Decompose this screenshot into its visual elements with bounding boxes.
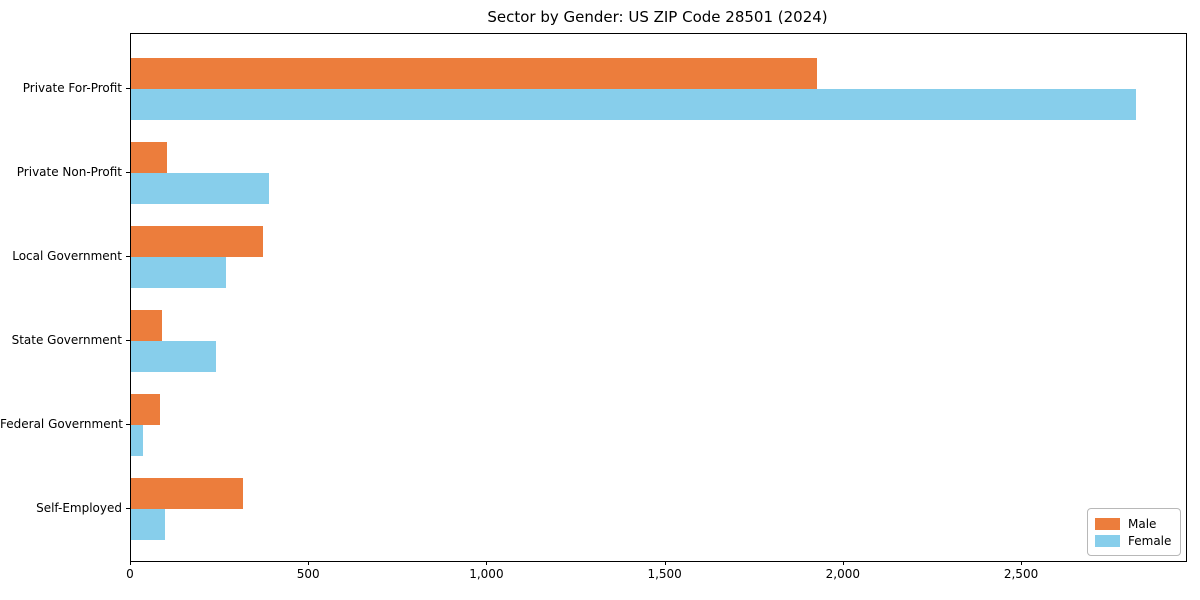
- y-tick-mark: [126, 339, 130, 341]
- category-label-private-non-profit: Private Non-Profit: [16, 164, 122, 179]
- legend-entry-female: Female: [1095, 532, 1172, 549]
- y-tick-mark: [126, 171, 130, 173]
- category-label-private-for-profit: Private For-Profit: [22, 81, 122, 95]
- bar-female-local-government: [131, 256, 226, 288]
- bar-male-local-government: [131, 225, 263, 257]
- bar-female-private-non-profit: [131, 172, 270, 204]
- x-tick-mark: [130, 561, 131, 565]
- chart-title: Sector by Gender: US ZIP Code 28501 (202…: [487, 8, 828, 26]
- x-tick-label-2500: 2,500: [1003, 567, 1039, 581]
- legend: Male Female: [1087, 508, 1181, 556]
- bar-female-private-for-profit: [131, 89, 1137, 120]
- bar-female-self-employed: [131, 508, 165, 540]
- legend-swatch-female: [1095, 534, 1120, 547]
- y-tick-mark: [126, 423, 130, 425]
- bar-female-federal-government: [131, 424, 143, 456]
- category-label-self-employed: Self-Employed: [36, 500, 122, 515]
- x-tick-mark: [1021, 561, 1023, 565]
- legend-label-female: Female: [1128, 533, 1172, 548]
- x-tick-label-500: 500: [296, 567, 320, 581]
- category-label-local-government: Local Government: [12, 248, 122, 263]
- x-tick-mark: [486, 561, 488, 565]
- x-tick-mark: [842, 561, 844, 565]
- x-tick-label-1500: 1,500: [647, 567, 682, 581]
- x-tick-mark: [308, 561, 310, 565]
- category-label-federal-government: Federal Government: [0, 416, 123, 431]
- x-tick-label-0: 0: [126, 567, 134, 581]
- bar-male-private-for-profit: [131, 58, 818, 89]
- y-tick-mark: [126, 88, 130, 89]
- legend-entry-male: Male: [1095, 515, 1172, 532]
- y-tick-mark: [126, 255, 130, 257]
- plot-area: [130, 33, 1187, 562]
- x-tick-label-1000: 1,000: [469, 567, 504, 581]
- legend-swatch-male: [1095, 517, 1120, 530]
- x-tick-label-2000: 2,000: [825, 567, 860, 581]
- legend-label-male: Male: [1128, 516, 1157, 531]
- y-tick-mark: [126, 507, 130, 509]
- bar-male-federal-government: [131, 393, 161, 425]
- bar-male-state-government: [131, 309, 162, 341]
- category-label-state-government: State Government: [11, 332, 122, 347]
- bar-male-private-non-profit: [131, 141, 167, 173]
- x-tick-mark: [664, 561, 666, 565]
- bar-male-self-employed: [131, 477, 244, 509]
- bar-female-state-government: [131, 340, 216, 372]
